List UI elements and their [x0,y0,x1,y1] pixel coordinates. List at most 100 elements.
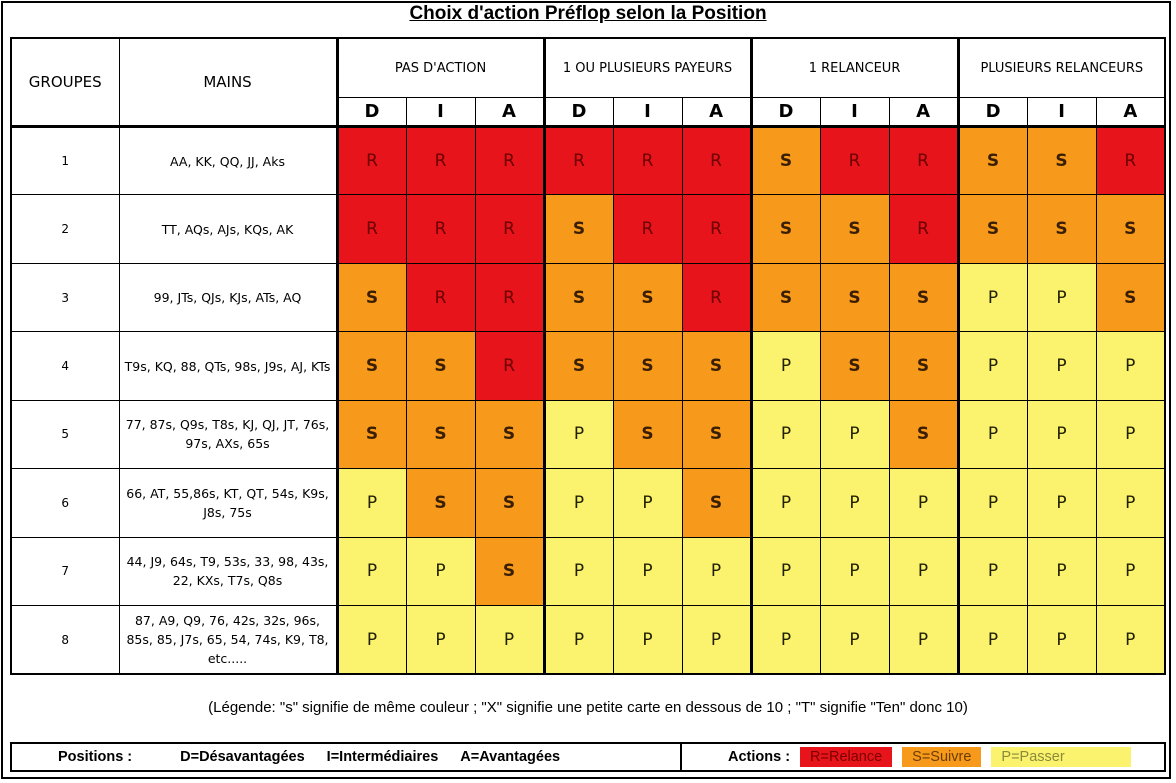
table-row: 4 T9s, KQ, 88, QTs, 98s, J9s, AJ, KTs S S R S… [10,331,1166,401]
action-cell: S [956,194,1028,264]
header-position: I [1026,97,1097,128]
action-cell: P [819,468,890,538]
action-cell: R [405,194,476,264]
action-cell: R [1095,125,1166,196]
action-cell: R [335,194,407,264]
action-cell: S [335,331,407,401]
action-cell: P [888,468,959,538]
header-position: I [612,97,683,128]
action-cell: P [1095,468,1166,538]
action-cell: P [956,262,1028,333]
header-position: A [681,97,752,128]
group-number: 8 [10,605,120,675]
action-cell: P [1026,536,1097,607]
header-position: A [474,97,545,128]
action-cell: R [405,125,476,196]
action-cell: S [405,331,476,401]
action-cell: S [474,536,545,607]
action-cell: P [542,468,614,538]
positions-key: Positions : D=Désavantagées I=Intermédia… [12,744,682,770]
action-cell: P [681,536,752,607]
action-cell: R [681,194,752,264]
action-cell: P [681,605,752,675]
action-cell: R [888,194,959,264]
hands-list: 87, A9, Q9, 76, 42s, 32s, 96s, 85s, 85, … [118,605,338,675]
group-number: 7 [10,536,120,607]
action-cell: S [542,262,614,333]
action-cell: P [956,399,1028,470]
action-cell: P [956,605,1028,675]
action-cell: P [1026,262,1097,333]
action-cell: P [542,536,614,607]
page-title: Choix d'action Préflop selon la Position [409,3,767,24]
action-cell: P [749,605,821,675]
action-cell: P [1026,605,1097,675]
action-cell: S [612,331,683,401]
action-cell: R [612,194,683,264]
action-cell: P [1095,399,1166,470]
action-cell: S [749,194,821,264]
action-cell: R [612,125,683,196]
action-swatch-suivre: S=Suivre [902,747,982,767]
action-cell: S [542,331,614,401]
header-category: PAS D'ACTION [335,37,545,98]
action-cell: R [335,125,407,196]
action-cell: P [335,536,407,607]
action-cell: S [681,468,752,538]
action-cell: P [749,468,821,538]
hands-list: 44, J9, 64s, T9, 53s, 33, 98, 43s, 22, K… [118,536,338,607]
action-cell: P [749,536,821,607]
action-swatch-passer: P=Passer [991,747,1132,767]
action-cell: S [612,399,683,470]
action-cell: P [819,536,890,607]
hands-list: AA, KK, QQ, JJ, Aks [118,125,338,196]
table-body: 1 AA, KK, QQ, JJ, Aks R R R R R R S R R S S R 2 TT, AQs… [10,125,1166,675]
action-cell: S [681,399,752,470]
action-cell: P [749,331,821,401]
hands-list: 66, AT, 55,86s, KT, QT, 54s, K9s, J8s, 7… [118,468,338,538]
group-number: 4 [10,331,120,401]
header-position: D [542,97,614,128]
header-position: D [956,97,1028,128]
group-number: 1 [10,125,120,196]
header-row-categories: GROUPES MAINS PAS D'ACTION 1 OU PLUSIEUR… [10,37,1166,128]
action-cell: S [749,262,821,333]
action-cell: P [1026,331,1097,401]
group-number: 6 [10,468,120,538]
action-cell: S [335,399,407,470]
action-cell: R [681,262,752,333]
action-cell: P [888,536,959,607]
action-cell: P [335,468,407,538]
action-cell: S [819,194,890,264]
action-cell: R [542,125,614,196]
action-cell: P [956,331,1028,401]
table-row: 2 TT, AQs, AJs, KQs, AK R R R S R R S S R S S S [10,194,1166,264]
action-cell: P [542,605,614,675]
table-row: 7 44, J9, 64s, T9, 53s, 33, 98, 43s, 22, … [10,536,1166,607]
hands-list: 99, JTs, QJs, KJs, ATs, AQ [118,262,338,333]
action-cell: P [1095,536,1166,607]
preflop-action-table: GROUPES MAINS PAS D'ACTION 1 OU PLUSIEUR… [10,37,1167,675]
legend-note: (Légende: "s" signifie de même couleur ;… [208,699,968,716]
action-cell: S [888,262,959,333]
action-cell: S [612,262,683,333]
action-cell: S [956,125,1028,196]
position-key-item: I=Intermédiaires [326,749,439,765]
header-position: I [819,97,890,128]
actions-key: Actions : R=Relance S=Suivre P=Passer [682,744,1164,770]
group-number: 5 [10,399,120,470]
action-cell: S [1095,262,1166,333]
group-number: 2 [10,194,120,264]
action-cell: S [888,331,959,401]
action-cell: P [1095,331,1166,401]
action-cell: S [474,399,545,470]
hands-list: 77, 87s, Q9s, T8s, KJ, QJ, JT, 76s, 97s,… [118,399,338,470]
table-row: 5 77, 87s, Q9s, T8s, KJ, QJ, JT, 76s, 97s… [10,399,1166,470]
header-position: D [335,97,407,128]
action-cell: P [335,605,407,675]
action-cell: P [956,536,1028,607]
action-cell: S [474,468,545,538]
header-category: PLUSIEURS RELANCEURS [956,37,1166,98]
